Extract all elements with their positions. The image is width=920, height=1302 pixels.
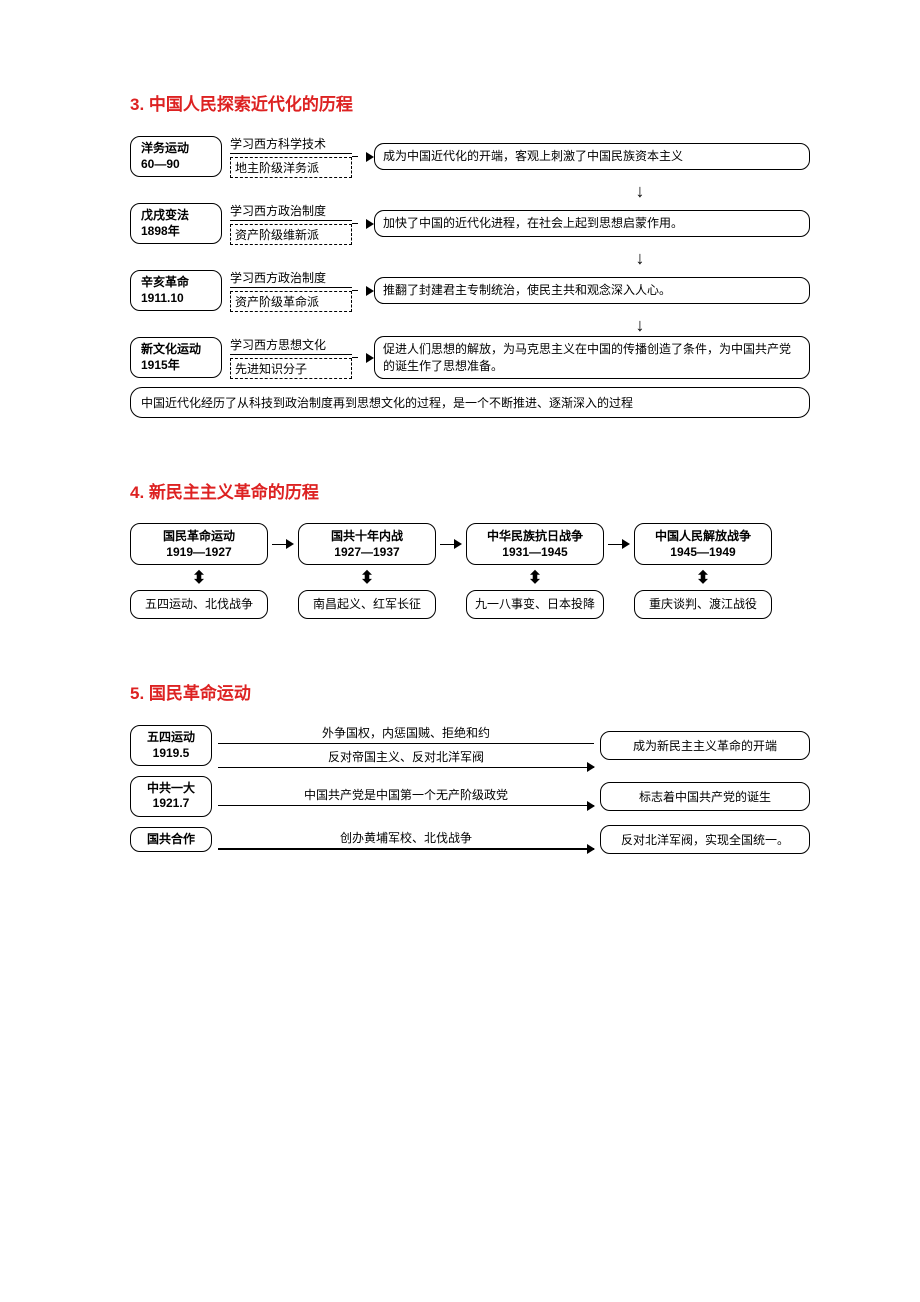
updown-arrow-icon: ⬍: [130, 569, 268, 586]
s5-mid-0-l1: 外争国权，内惩国贼、拒绝和约: [218, 724, 594, 744]
s3-right-0: 成为中国近代化的开端，客观上刺激了中国民族资本主义: [374, 143, 810, 169]
s3-left-0: 洋务运动 60—90: [130, 136, 222, 177]
s5-right-2: 反对北洋军阀，实现全国统一。: [600, 825, 810, 854]
arrow-right-icon: [608, 539, 630, 549]
s5-mid-0: 外争国权，内惩国贼、拒绝和约 反对帝国主义、反对北洋军阀: [218, 724, 594, 768]
s5-right-1: 标志着中国共产党的诞生: [600, 782, 810, 811]
section5-diagram: 五四运动 1919.5 外争国权，内惩国贼、拒绝和约 反对帝国主义、反对北洋军阀…: [130, 724, 810, 854]
s3-midbot-1: 资产阶级维新派: [230, 224, 352, 245]
s3-midtop-1: 学习西方政治制度: [230, 202, 352, 221]
updown-arrow-icon: ⬍: [298, 569, 436, 586]
s3-date-0: 60—90: [141, 157, 211, 173]
s3-left-1: 戊戌变法 1898年: [130, 203, 222, 244]
s4-top-2-d: 1931—1945: [475, 544, 595, 560]
s4-top-0-t: 国民革命运动: [139, 528, 259, 544]
s3-midtop-0: 学习西方科学技术: [230, 135, 352, 154]
arrow-down-icon: ↓: [470, 249, 810, 267]
s4-bot-0: 五四运动、北伐战争: [130, 590, 268, 618]
s3-left-3: 新文化运动 1915年: [130, 337, 222, 378]
s4-top-0: 国民革命运动 1919—1927: [130, 523, 268, 565]
arrow-line-icon: [218, 848, 594, 849]
s5-mid-0-l2: 反对帝国主义、反对北洋军阀: [218, 748, 594, 767]
s3-right-3: 促进人们思想的解放，为马克思主义在中国的传播创造了条件，为中国共产党的诞生作了思…: [374, 336, 810, 378]
s3-name-0: 洋务运动: [141, 141, 211, 157]
arrow-right-icon: [272, 539, 294, 549]
arrow-right-icon: [352, 353, 374, 363]
s3-name-1: 戊戌变法: [141, 208, 211, 224]
arrow-line-icon: [218, 805, 594, 806]
s4-top-row: 国民革命运动 1919—1927 国共十年内战 1927—1937 中华民族抗日…: [130, 523, 810, 565]
s5-mid-1: 中国共产党是中国第一个无产阶级政党: [218, 786, 594, 806]
updown-arrow-icon: ⬍: [466, 569, 604, 586]
s4-bot-3: 重庆谈判、渡江战役: [634, 590, 772, 618]
s3-summary: 中国近代化经历了从科技到政治制度再到思想文化的过程，是一个不断推进、逐渐深入的过…: [130, 387, 810, 418]
section3-diagram: 洋务运动 60—90 学习西方科学技术 地主阶级洋务派 成为中国近代化的开端，客…: [130, 135, 810, 418]
s5-row-0: 五四运动 1919.5 外争国权，内惩国贼、拒绝和约 反对帝国主义、反对北洋军阀…: [130, 724, 810, 768]
s5-left-0-n: 五四运动: [141, 730, 201, 746]
s3-midtop-2: 学习西方政治制度: [230, 269, 352, 288]
s5-left-0-d: 1919.5: [141, 746, 201, 762]
s3-midbot-0: 地主阶级洋务派: [230, 157, 352, 178]
s3-mid-2: 学习西方政治制度 资产阶级革命派: [230, 269, 352, 312]
updown-arrow-icon: ⬍: [634, 569, 772, 586]
s5-left-1: 中共一大 1921.7: [130, 776, 212, 817]
s3-row-1: 戊戌变法 1898年 学习西方政治制度 资产阶级维新派 加快了中国的近代化进程，…: [130, 202, 810, 245]
s5-left-2-n: 国共合作: [141, 832, 201, 848]
s3-mid-3: 学习西方思想文化 先进知识分子: [230, 336, 352, 379]
arrow-right-icon: [352, 286, 374, 296]
s4-bot-1: 南昌起义、红军长征: [298, 590, 436, 618]
s4-top-1-t: 国共十年内战: [307, 528, 427, 544]
section3-title: 3. 中国人民探索近代化的历程: [130, 90, 810, 115]
s5-left-2: 国共合作: [130, 827, 212, 853]
section4-title: 4. 新民主主义革命的历程: [130, 478, 810, 503]
s3-midbot-2: 资产阶级革命派: [230, 291, 352, 312]
s3-mid-1: 学习西方政治制度 资产阶级维新派: [230, 202, 352, 245]
arrow-right-icon: [352, 152, 374, 162]
s3-midtop-3: 学习西方思想文化: [230, 336, 352, 355]
s5-row-2: 国共合作 创办黄埔军校、北伐战争 反对北洋军阀，实现全国统一。: [130, 825, 810, 854]
s3-row-2: 辛亥革命 1911.10 学习西方政治制度 资产阶级革命派 推翻了封建君主专制统…: [130, 269, 810, 312]
s5-right-0: 成为新民主主义革命的开端: [600, 731, 810, 760]
s4-vert-row: ⬍ ⬍ ⬍ ⬍: [130, 569, 810, 586]
s3-midbot-3: 先进知识分子: [230, 358, 352, 379]
s5-left-1-n: 中共一大: [141, 781, 201, 797]
s4-bot-2: 九一八事变、日本投降: [466, 590, 604, 618]
section4-diagram: 国民革命运动 1919—1927 国共十年内战 1927—1937 中华民族抗日…: [130, 523, 810, 619]
s3-name-3: 新文化运动: [141, 342, 211, 358]
s5-row-1: 中共一大 1921.7 中国共产党是中国第一个无产阶级政党 标志着中国共产党的诞…: [130, 776, 810, 817]
s3-right-1: 加快了中国的近代化进程，在社会上起到思想启蒙作用。: [374, 210, 810, 236]
arrow-down-icon: ↓: [470, 182, 810, 200]
s3-name-2: 辛亥革命: [141, 275, 211, 291]
s5-mid-1-l: 中国共产党是中国第一个无产阶级政党: [218, 786, 594, 805]
s4-bot-row: 五四运动、北伐战争 南昌起义、红军长征 九一八事变、日本投降 重庆谈判、渡江战役: [130, 590, 810, 618]
s3-row-3: 新文化运动 1915年 学习西方思想文化 先进知识分子 促进人们思想的解放，为马…: [130, 336, 810, 379]
s5-left-1-d: 1921.7: [141, 796, 201, 812]
s3-date-2: 1911.10: [141, 291, 211, 307]
s4-top-3: 中国人民解放战争 1945—1949: [634, 523, 772, 565]
s4-top-2: 中华民族抗日战争 1931—1945: [466, 523, 604, 565]
arrow-right-icon: [352, 219, 374, 229]
s3-mid-0: 学习西方科学技术 地主阶级洋务派: [230, 135, 352, 178]
s3-left-2: 辛亥革命 1911.10: [130, 270, 222, 311]
s3-date-3: 1915年: [141, 358, 211, 374]
section5-title: 5. 国民革命运动: [130, 679, 810, 704]
s3-row-0: 洋务运动 60—90 学习西方科学技术 地主阶级洋务派 成为中国近代化的开端，客…: [130, 135, 810, 178]
s3-date-1: 1898年: [141, 224, 211, 240]
s4-top-1-d: 1927—1937: [307, 544, 427, 560]
s5-left-0: 五四运动 1919.5: [130, 725, 212, 766]
arrow-down-icon: ↓: [470, 316, 810, 334]
s4-top-3-t: 中国人民解放战争: [643, 528, 763, 544]
arrow-right-icon: [440, 539, 462, 549]
s4-top-1: 国共十年内战 1927—1937: [298, 523, 436, 565]
s5-mid-2-l: 创办黄埔军校、北伐战争: [218, 829, 594, 848]
s4-top-2-t: 中华民族抗日战争: [475, 528, 595, 544]
s4-top-3-d: 1945—1949: [643, 544, 763, 560]
s4-top-0-d: 1919—1927: [139, 544, 259, 560]
s3-right-2: 推翻了封建君主专制统治，使民主共和观念深入人心。: [374, 277, 810, 303]
s5-mid-2: 创办黄埔军校、北伐战争: [218, 829, 594, 849]
arrow-line-icon: [218, 767, 594, 768]
